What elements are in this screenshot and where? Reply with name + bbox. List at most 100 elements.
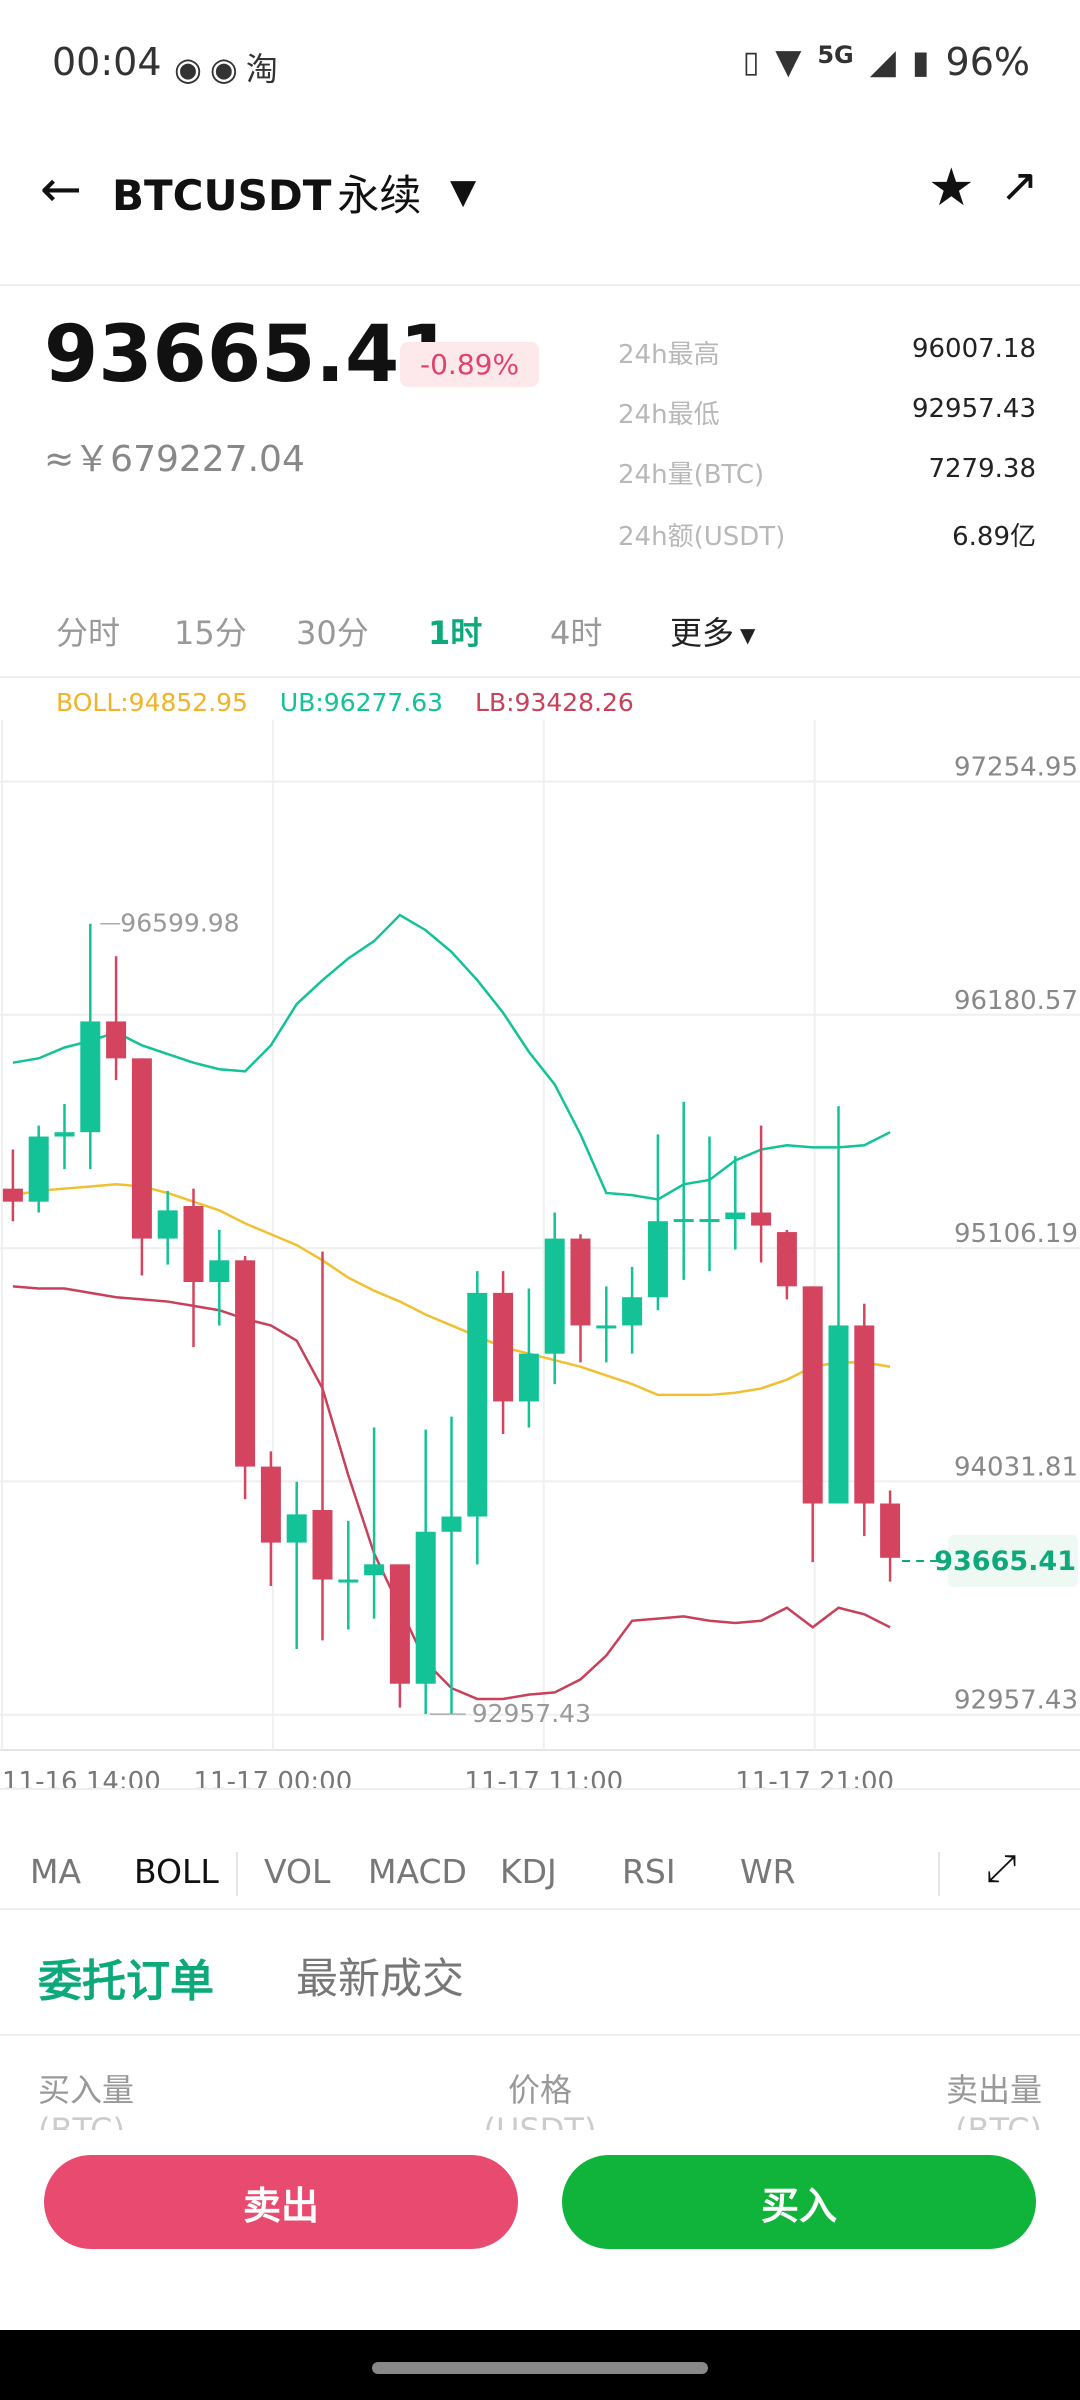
tab-timeframe-1h[interactable]: 1时	[428, 614, 483, 652]
fullscreen-icon[interactable]: ⤢	[986, 1846, 1017, 1890]
x-tick-label: 11-17 00:00	[194, 1767, 353, 1790]
candle	[802, 1286, 823, 1563]
candle-body	[106, 1021, 127, 1059]
signal-icon: ◢	[869, 42, 896, 82]
candle-body	[467, 1292, 488, 1517]
status-time: 00:04	[52, 40, 162, 84]
x-tick-label: 11-17 21:00	[735, 1767, 894, 1790]
candle-body	[209, 1260, 230, 1283]
candle	[2, 1149, 23, 1222]
candle-body	[28, 1136, 49, 1202]
taobao-icon: 淘	[245, 50, 286, 88]
price-panel: 93665.41 -0.89% ≈￥679227.04 24h最高 96007.…	[0, 290, 1080, 590]
candle-body	[596, 1325, 617, 1329]
header-label: 卖出量	[945, 2071, 1042, 2109]
candle-body	[157, 1210, 178, 1239]
candle-body	[647, 1221, 668, 1298]
candle	[209, 1229, 230, 1326]
chart-divider	[0, 1788, 1080, 1790]
candle-body	[131, 1058, 152, 1239]
stat-high: 24h最高 96007.18	[618, 334, 1036, 374]
candle-body	[235, 1260, 256, 1467]
candle	[338, 1520, 359, 1630]
indicator-divider	[0, 1908, 1080, 1910]
axis-labels: 97254.95 96180.57 95106.19 94031.81 92957.43…	[2, 752, 1078, 1790]
last-price-label: 93665.41	[934, 1546, 1076, 1577]
status-right: ▯ ▼ 5G ◢ ▮ 96%	[743, 40, 1030, 84]
tab-timeframe-30m[interactable]: 30分	[296, 614, 369, 652]
candle-body	[518, 1353, 539, 1402]
candle	[415, 1429, 436, 1715]
tab-timeframe-more[interactable]: 更多 ▼	[670, 608, 755, 654]
header-unit: (USDT)	[483, 2111, 597, 2130]
candle	[880, 1490, 901, 1582]
battery-icon: ▮	[911, 43, 930, 81]
buy-button[interactable]: 买入	[562, 2155, 1036, 2249]
y-tick-label: 97254.95	[954, 752, 1078, 782]
caret-down-icon[interactable]: ▼	[450, 172, 477, 212]
sell-button[interactable]: 卖出	[44, 2155, 518, 2249]
last-price: 93665.41	[44, 310, 454, 400]
share-icon[interactable]: ↗	[1000, 158, 1039, 212]
stat-turnover: 24h额(USDT) 6.89亿	[618, 516, 1036, 556]
candle-body	[828, 1325, 849, 1504]
weibo-icon: ◉	[209, 50, 246, 88]
candle-body	[493, 1292, 514, 1402]
tab-indicator-macd[interactable]: MACD	[368, 1852, 467, 1891]
tab-timeframe-line[interactable]: 分时	[56, 614, 121, 652]
legend-ub: UB:96277.63	[279, 688, 444, 717]
stat-label: 24h额(USDT)	[618, 522, 786, 552]
candle	[183, 1188, 204, 1348]
symbol-title[interactable]: BTCUSDT 永续	[112, 162, 421, 223]
candle	[622, 1266, 643, 1354]
candle	[312, 1251, 333, 1641]
back-arrow-icon[interactable]: ←	[40, 160, 82, 218]
tab-timeframe-4h[interactable]: 4时	[550, 614, 603, 652]
tab-timeframe-15m[interactable]: 15分	[174, 614, 247, 652]
cny-price: ≈￥679227.04	[44, 439, 305, 480]
low-annotation: 92957.43	[472, 1699, 591, 1728]
star-icon[interactable]: ★	[928, 158, 975, 218]
candle	[518, 1288, 539, 1428]
candle-body	[441, 1516, 462, 1532]
tab-indicator-kdj[interactable]: KDJ	[500, 1852, 557, 1891]
symbol-name: BTCUSDT	[112, 171, 332, 220]
candle	[260, 1451, 281, 1587]
candle-body	[751, 1212, 772, 1226]
candle	[235, 1255, 256, 1500]
weibo-icon: ◉	[174, 50, 210, 88]
y-tick-label: 96180.57	[954, 986, 1078, 1016]
symbol-suffix: 永续	[337, 171, 422, 220]
more-label: 更多	[670, 614, 735, 652]
header-label: 价格	[507, 2071, 572, 2109]
y-tick-label: 94031.81	[954, 1452, 1078, 1482]
candle-body	[54, 1132, 75, 1137]
tab-indicator-ma[interactable]: MA	[30, 1852, 82, 1891]
candle	[157, 1190, 178, 1265]
candle-body	[415, 1531, 436, 1684]
stat-value: 6.89亿	[952, 522, 1036, 552]
candle-body	[776, 1232, 797, 1287]
tab-indicator-rsi[interactable]: RSI	[622, 1852, 676, 1891]
tab-indicator-wr[interactable]: WR	[740, 1852, 796, 1891]
candle-body	[286, 1514, 307, 1543]
buy-qty-header: 买入量 (BTC)	[38, 2070, 134, 2130]
candle	[776, 1229, 797, 1300]
candle	[699, 1136, 720, 1272]
kline-chart[interactable]: 97254.95 96180.57 95106.19 94031.81 92957.43…	[0, 720, 1080, 1790]
home-indicator[interactable]	[372, 2362, 708, 2374]
x-tick-label: 11-17 11:00	[464, 1767, 623, 1790]
candle-body	[364, 1564, 385, 1576]
tab-indicator-boll[interactable]: BOLL	[134, 1852, 219, 1891]
candle-body	[389, 1564, 410, 1684]
candle	[647, 1134, 668, 1311]
y-tick-label: 95106.19	[954, 1219, 1078, 1249]
stat-label: 24h最低	[618, 400, 720, 430]
stat-value: 92957.43	[911, 394, 1036, 424]
candle	[854, 1303, 875, 1537]
tab-orders[interactable]: 委托订单	[38, 1956, 214, 2007]
candle	[751, 1125, 772, 1263]
tab-indicator-vol[interactable]: VOL	[264, 1852, 331, 1891]
header-unit: (BTC)	[955, 2111, 1042, 2130]
tab-latest-trades[interactable]: 最新成交	[296, 1954, 465, 2003]
